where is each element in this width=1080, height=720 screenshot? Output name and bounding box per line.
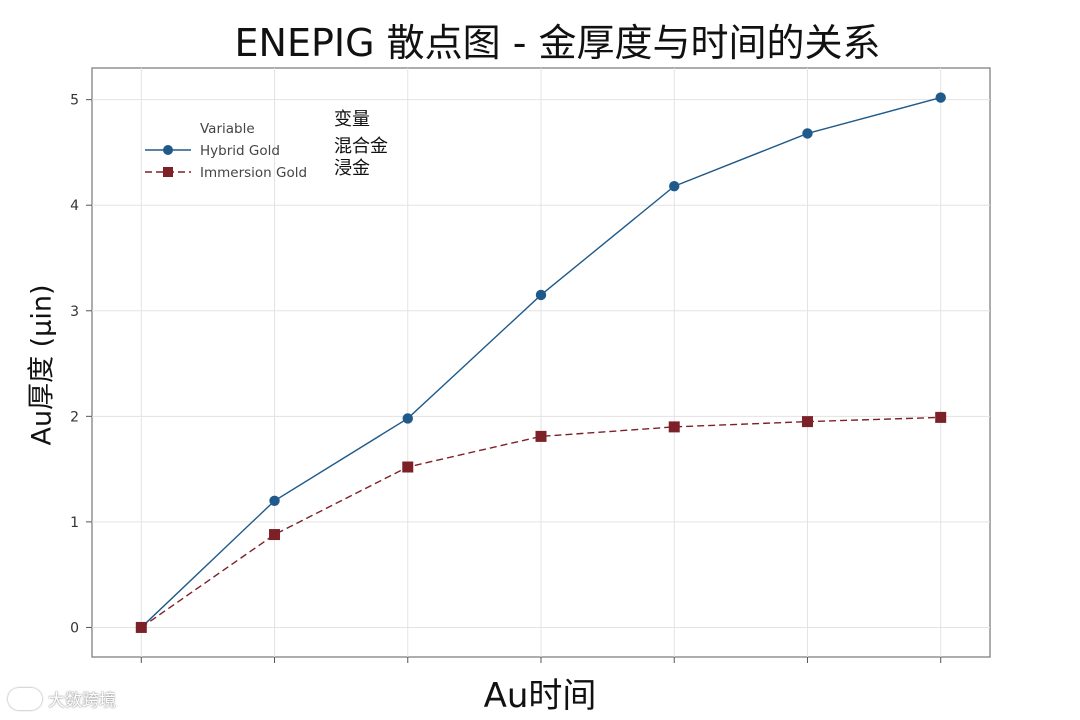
- legend-label-1: Hybrid Gold: [200, 143, 280, 159]
- brand-logo-icon: [8, 687, 42, 710]
- data-point-series-2: [668, 421, 680, 433]
- watermark: 大数跨境: [8, 686, 116, 711]
- data-point-series-1: [669, 181, 680, 192]
- legend-marker-1: [163, 145, 173, 155]
- legend-marker-2: [163, 167, 173, 177]
- y-tick-label: 5: [70, 93, 79, 109]
- data-point-series-1: [269, 495, 280, 506]
- data-point-series-2: [135, 621, 147, 633]
- data-point-series-2: [935, 411, 947, 423]
- legend-title-cn: 变量: [334, 109, 370, 130]
- y-tick-label: 3: [70, 304, 79, 320]
- data-point-series-1: [802, 128, 813, 139]
- y-axis-label: Au厚度 (μin): [26, 284, 58, 446]
- data-point-series-2: [801, 416, 813, 428]
- data-point-series-1: [535, 289, 547, 301]
- x-axis-label: Au时间: [483, 676, 597, 716]
- data-point-series-2: [535, 430, 547, 442]
- data-point-series-2: [402, 461, 414, 473]
- data-point-series-1: [935, 92, 946, 103]
- legend-title: Variable: [200, 121, 255, 137]
- y-tick-label: 4: [70, 198, 79, 214]
- legend-label-cn-2: 浸金: [334, 158, 370, 179]
- chart-title: ENEPIG 散点图 - 金厚度与时间的关系: [234, 21, 881, 65]
- data-point-series-1: [402, 413, 413, 424]
- y-tick-label: 0: [70, 620, 79, 636]
- watermark-text: 大数跨境: [48, 691, 116, 711]
- legend-label-cn-1: 混合金: [334, 136, 388, 157]
- y-tick-label: 2: [70, 409, 79, 425]
- legend-label-2: Immersion Gold: [200, 165, 307, 181]
- y-tick-label: 1: [70, 515, 79, 531]
- data-point-series-2: [269, 529, 281, 541]
